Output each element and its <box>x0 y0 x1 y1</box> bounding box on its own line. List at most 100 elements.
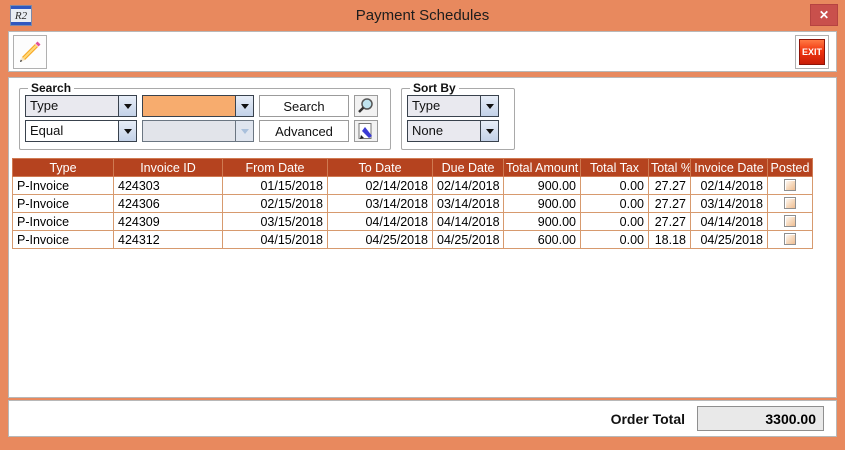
chevron-down-icon[interactable] <box>118 96 136 116</box>
cell-to-date: 04/25/2018 <box>327 230 433 249</box>
order-total-label: Order Total <box>610 410 685 427</box>
chevron-down-icon-disabled <box>235 121 253 141</box>
cell-posted <box>767 230 813 249</box>
search-operator-combo[interactable]: Equal <box>25 120 137 142</box>
footer: Order Total 3300.00 <box>8 400 837 437</box>
cell-posted <box>767 194 813 213</box>
table-row[interactable]: P-Invoice 424312 04/15/2018 04/25/2018 0… <box>12 230 813 249</box>
search-value2-combo-value <box>143 121 235 141</box>
cell-total-amount: 900.00 <box>503 176 581 195</box>
table-row[interactable]: P-Invoice 424306 02/15/2018 03/14/2018 0… <box>12 194 813 213</box>
advanced-search-icon <box>358 123 372 139</box>
cell-total-percent: 18.18 <box>648 230 691 249</box>
chevron-down-icon[interactable] <box>235 96 253 116</box>
cell-from-date: 03/15/2018 <box>222 212 328 231</box>
cell-from-date: 01/15/2018 <box>222 176 328 195</box>
sort-secondary-combo[interactable]: None <box>407 120 499 142</box>
app-icon: R2 <box>10 5 32 26</box>
search-value2-combo <box>142 120 254 142</box>
search-value-combo-value <box>143 96 235 116</box>
col-header-invoice-id[interactable]: Invoice ID <box>113 158 223 177</box>
cell-invoice-id: 424312 <box>113 230 223 249</box>
titlebar: R2 Payment Schedules ✕ <box>0 0 845 30</box>
cell-invoice-date: 04/25/2018 <box>690 230 768 249</box>
search-button[interactable]: Search <box>259 95 349 117</box>
edit-button[interactable] <box>13 35 47 69</box>
search-operator-combo-value: Equal <box>26 121 118 141</box>
cell-total-tax: 0.00 <box>580 230 649 249</box>
col-header-total-amount[interactable]: Total Amount <box>503 158 581 177</box>
cell-due-date: 03/14/2018 <box>432 194 504 213</box>
cell-to-date: 03/14/2018 <box>327 194 433 213</box>
cell-total-amount: 900.00 <box>503 212 581 231</box>
cell-due-date: 04/25/2018 <box>432 230 504 249</box>
sortby-groupbox: Sort By Type None <box>401 81 515 150</box>
search-legend: Search <box>28 81 75 95</box>
cell-due-date: 02/14/2018 <box>432 176 504 195</box>
sort-primary-combo[interactable]: Type <box>407 95 499 117</box>
col-header-total-tax[interactable]: Total Tax <box>580 158 649 177</box>
magnifier-icon <box>358 98 373 113</box>
col-header-invoice-date[interactable]: Invoice Date <box>690 158 768 177</box>
sort-secondary-combo-value: None <box>408 121 480 141</box>
cell-type: P-Invoice <box>12 230 114 249</box>
search-field-combo-value: Type <box>26 96 118 116</box>
posted-checkbox[interactable] <box>784 233 796 245</box>
chevron-down-icon[interactable] <box>480 121 498 141</box>
cell-invoice-id: 424303 <box>113 176 223 195</box>
col-header-from-date[interactable]: From Date <box>222 158 328 177</box>
cell-due-date: 04/14/2018 <box>432 212 504 231</box>
cell-invoice-id: 424309 <box>113 212 223 231</box>
cell-from-date: 04/15/2018 <box>222 230 328 249</box>
advanced-button[interactable]: Advanced <box>259 120 349 142</box>
search-groupbox: Search Type Search Equal <box>19 81 391 150</box>
payment-schedule-table: Type Invoice ID From Date To Date Due Da… <box>12 158 813 249</box>
col-header-to-date[interactable]: To Date <box>327 158 433 177</box>
cell-invoice-date: 04/14/2018 <box>690 212 768 231</box>
col-header-due-date[interactable]: Due Date <box>432 158 504 177</box>
close-icon: ✕ <box>818 8 830 22</box>
search-button-label: Search <box>283 98 325 114</box>
window-title: Payment Schedules <box>355 6 490 24</box>
col-header-total-percent[interactable]: Total % <box>648 158 691 177</box>
table-row[interactable]: P-Invoice 424303 01/15/2018 02/14/2018 0… <box>12 176 813 195</box>
exit-button-label: EXIT <box>801 47 822 57</box>
table-row[interactable]: P-Invoice 424309 03/15/2018 04/14/2018 0… <box>12 212 813 231</box>
cell-type: P-Invoice <box>12 194 114 213</box>
col-header-posted[interactable]: Posted <box>767 158 813 177</box>
cell-type: P-Invoice <box>12 176 114 195</box>
posted-checkbox[interactable] <box>784 215 796 227</box>
cell-to-date: 02/14/2018 <box>327 176 433 195</box>
search-field-combo[interactable]: Type <box>25 95 137 117</box>
advanced-search-icon-button[interactable] <box>354 120 378 142</box>
sortby-legend: Sort By <box>410 81 459 95</box>
toolbar: EXIT <box>8 31 837 72</box>
cell-to-date: 04/14/2018 <box>327 212 433 231</box>
cell-from-date: 02/15/2018 <box>222 194 328 213</box>
chevron-down-icon[interactable] <box>480 96 498 116</box>
chevron-down-icon[interactable] <box>118 121 136 141</box>
cell-total-tax: 0.00 <box>580 194 649 213</box>
posted-checkbox[interactable] <box>784 197 796 209</box>
cell-total-percent: 27.27 <box>648 194 691 213</box>
col-header-type[interactable]: Type <box>12 158 114 177</box>
posted-checkbox[interactable] <box>784 179 796 191</box>
close-button[interactable]: ✕ <box>810 4 838 26</box>
order-total-field: 3300.00 <box>697 406 824 431</box>
cell-total-amount: 600.00 <box>503 230 581 249</box>
main-panel: Search Type Search Equal <box>8 77 837 398</box>
table-header-row: Type Invoice ID From Date To Date Due Da… <box>12 158 813 177</box>
exit-button[interactable]: EXIT <box>795 35 829 69</box>
search-value-combo[interactable] <box>142 95 254 117</box>
edit-pencil-icon <box>20 41 41 62</box>
cell-invoice-id: 424306 <box>113 194 223 213</box>
cell-total-percent: 27.27 <box>648 212 691 231</box>
sort-primary-combo-value: Type <box>408 96 480 116</box>
search-icon-button[interactable] <box>354 95 378 117</box>
cell-type: P-Invoice <box>12 212 114 231</box>
cell-posted <box>767 176 813 195</box>
cell-total-amount: 900.00 <box>503 194 581 213</box>
cell-invoice-date: 02/14/2018 <box>690 176 768 195</box>
cell-total-tax: 0.00 <box>580 176 649 195</box>
